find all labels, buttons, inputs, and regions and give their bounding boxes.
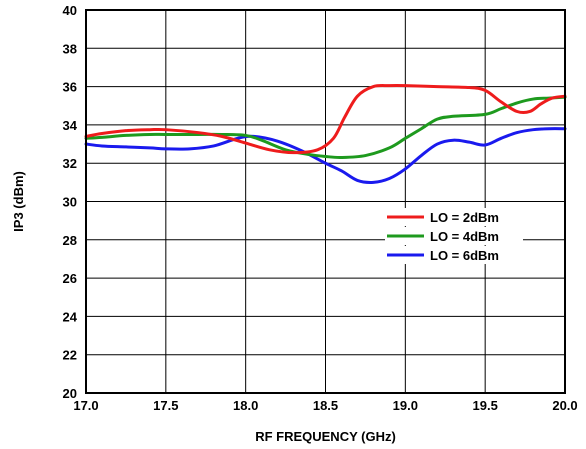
y-tick-labels: 20 22 24 26 28 30 32 34 36 38 40: [63, 3, 78, 401]
legend-entry-background: [385, 208, 523, 226]
y-tick-label: 40: [63, 3, 77, 18]
plot-frame: [85, 9, 566, 394]
y-tick-label: 24: [63, 309, 78, 324]
x-tick-label: 18.0: [233, 398, 258, 413]
series-line-lo-2dbm: [84, 84, 567, 155]
grid-lines: [86, 10, 565, 393]
legend: LO = 2dBm LO = 4dBm LO = 6dBm: [385, 208, 523, 264]
legend-label: LO = 2dBm: [430, 210, 499, 225]
legend-label: LO = 6dBm: [430, 248, 499, 263]
x-axis-title: RF FREQUENCY (GHz): [255, 429, 396, 444]
legend-entry-background: [385, 246, 523, 264]
y-tick-label: 32: [63, 156, 77, 171]
x-tick-labels: 17.0 17.5 18.0 18.5 19.0 19.5 20.0: [73, 398, 577, 413]
y-tick-label: 30: [63, 195, 77, 210]
series-line-lo-4dbm: [84, 95, 567, 159]
y-tick-label: 26: [63, 271, 77, 286]
y-axis-title: IP3 (dBm): [11, 171, 26, 232]
x-tick-label: 17.5: [153, 398, 178, 413]
y-tick-label: 20: [63, 386, 77, 401]
y-tick-label: 28: [63, 233, 77, 248]
series-lines: [84, 84, 567, 184]
y-tick-label: 22: [63, 348, 77, 363]
x-tick-label: 20.0: [552, 398, 577, 413]
x-tick-label: 19.0: [393, 398, 418, 413]
x-tick-label: 17.0: [73, 398, 98, 413]
y-tick-label: 36: [63, 80, 77, 95]
x-tick-label: 18.5: [313, 398, 338, 413]
legend-label: LO = 4dBm: [430, 229, 499, 244]
x-tick-label: 19.5: [473, 398, 498, 413]
legend-entry-background: [385, 227, 523, 245]
y-tick-label: 34: [63, 118, 78, 133]
series-line-lo-6dbm: [84, 127, 567, 184]
y-tick-label: 38: [63, 41, 77, 56]
